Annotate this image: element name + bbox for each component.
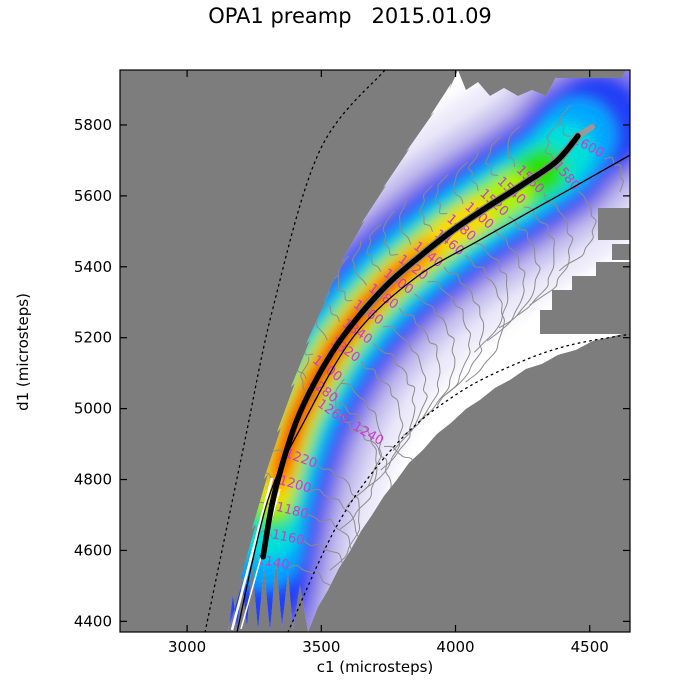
dotted-boundary-right [287,333,630,632]
y-tick-label: 5400 [74,258,112,276]
x-tick-label: 3500 [302,638,340,656]
chart-title: OPA1 preamp 2015.01.09 [208,4,492,28]
thin-model-curve [236,154,630,632]
unsampled-hole [556,70,622,78]
ridge-curve [260,133,581,560]
contour-label-1160: 1160 [270,527,305,549]
x-tick-label: 3000 [168,638,206,656]
x-tick-label: 4000 [436,638,474,656]
y-tick-label: 5000 [74,400,112,418]
plot-area: 1140116011801200122012401260128013001320… [120,70,630,632]
dotted-boundary-left [204,70,386,632]
y-tick-label: 4600 [74,541,112,559]
y-tick-label: 5600 [74,187,112,205]
y-tick-label: 5800 [74,116,112,134]
unsampled-hole [598,208,630,240]
axes-frame [119,69,631,633]
unsampled-hole [596,262,630,280]
y-tick-label: 5200 [74,329,112,347]
unsampled-hole [540,310,630,334]
y-axis-label: d1 (microsteps) [14,293,32,411]
x-axis-label: c1 (microsteps) [316,658,434,676]
y-tick-label: 4800 [74,471,112,489]
y-tick-label: 4400 [74,612,112,630]
x-tick-label: 4500 [571,638,609,656]
ticks: 3000 3500 4000 4500 4400 4600 4800 5000 5200 5400… [74,70,630,656]
unsampled-hole [612,244,630,260]
